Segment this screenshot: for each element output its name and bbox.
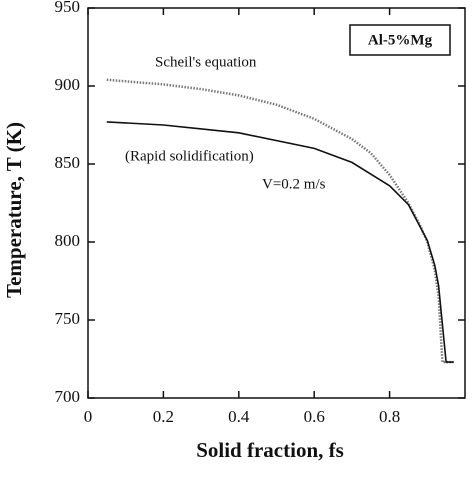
series-line — [106, 121, 454, 363]
y-axis-label: Temperature, T (K) — [2, 122, 26, 298]
x-tick-label: 0 — [84, 407, 93, 426]
y-tick-label: 800 — [55, 231, 81, 250]
annotation: V=0.2 m/s — [262, 176, 326, 192]
x-axis-label: Solid fraction, fs — [196, 438, 344, 462]
annotation: (Rapid solidification) — [125, 148, 254, 164]
x-tick-label: 0.4 — [228, 407, 250, 426]
y-tick-label: 950 — [55, 0, 81, 16]
y-tick-label: 750 — [55, 309, 81, 328]
y-tick-label: 850 — [55, 153, 81, 172]
x-tick-label: 0.6 — [304, 407, 325, 426]
legend-text: Al-5%Mg — [368, 32, 433, 48]
y-tick-label: 900 — [55, 75, 81, 94]
legend-box — [349, 24, 451, 56]
x-tick-label: 0.2 — [153, 407, 174, 426]
series-line — [106, 78, 454, 364]
y-tick-label: 700 — [55, 387, 81, 406]
plot-frame — [87, 7, 466, 399]
x-tick-label: 0.8 — [379, 407, 400, 426]
annotation: Scheil's equation — [155, 54, 257, 70]
